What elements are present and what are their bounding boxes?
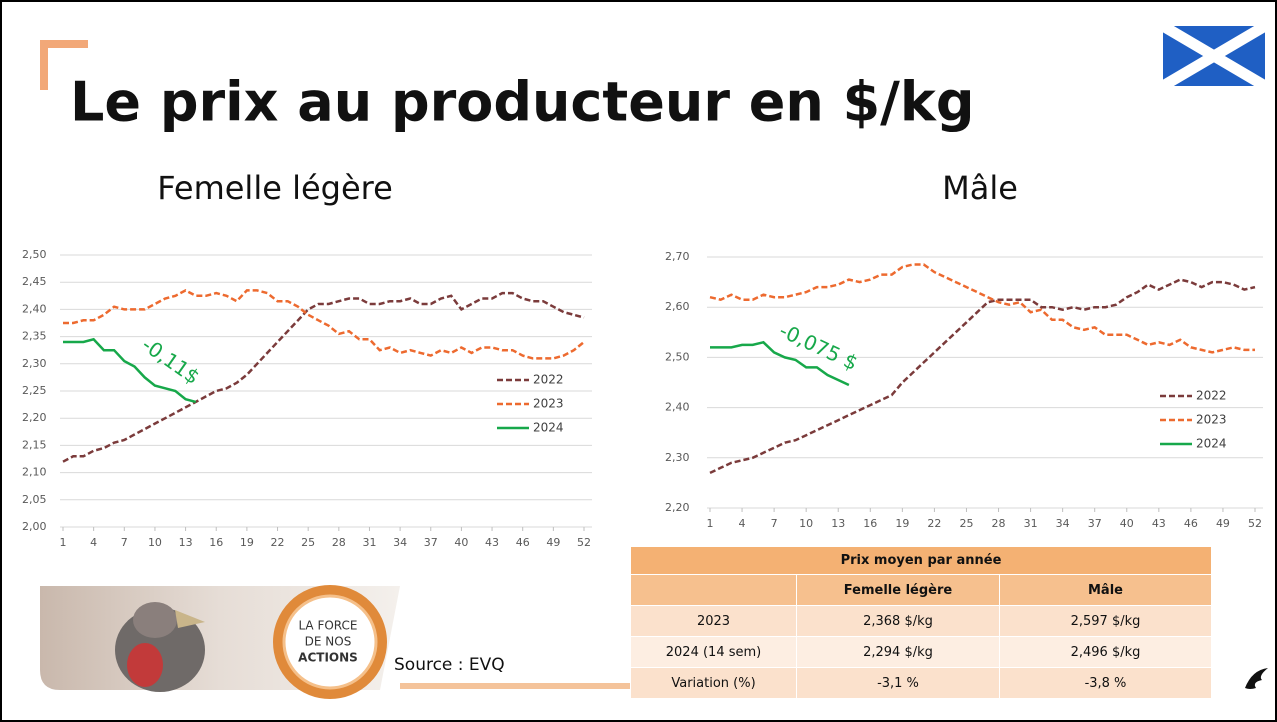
table-title: Prix moyen par année [631, 547, 1212, 575]
x-tick-label: 52 [1248, 517, 1262, 530]
x-tick-label: 1 [60, 536, 67, 549]
x-tick-label: 4 [739, 517, 746, 530]
legend-label: 2023 [1196, 413, 1227, 427]
x-tick-label: 46 [1184, 517, 1198, 530]
x-tick-label: 22 [927, 517, 941, 530]
quebec-flag [1163, 26, 1265, 86]
legend-label: 2023 [533, 397, 564, 411]
y-tick-label: 2,35 [22, 330, 47, 343]
y-tick-label: 2,25 [22, 384, 47, 397]
series-line [63, 293, 584, 462]
y-tick-label: 2,05 [22, 493, 47, 506]
y-tick-label: 2,45 [22, 275, 47, 288]
table-cell: 2,496 $/kg [1000, 637, 1212, 668]
x-tick-label: 31 [1024, 517, 1038, 530]
x-tick-label: 10 [148, 536, 162, 549]
corner-icon [1245, 668, 1268, 689]
x-tick-label: 49 [546, 536, 560, 549]
chart-title: Femelle légère [157, 169, 393, 207]
x-tick-label: 7 [771, 517, 778, 530]
x-tick-label: 37 [1088, 517, 1102, 530]
y-tick-label: 2,70 [665, 250, 690, 263]
table-corner [631, 575, 797, 606]
y-tick-label: 2,50 [22, 248, 47, 261]
x-tick-label: 16 [209, 536, 223, 549]
table-cell: 2,294 $/kg [797, 637, 1000, 668]
x-tick-label: 52 [577, 536, 591, 549]
y-tick-label: 2,30 [665, 451, 690, 464]
table-header: Mâle [1000, 575, 1212, 606]
table-cell: Variation (%) [631, 668, 797, 699]
x-tick-label: 7 [121, 536, 128, 549]
x-tick-label: 19 [240, 536, 254, 549]
x-tick-label: 37 [424, 536, 438, 549]
x-tick-label: 13 [831, 517, 845, 530]
table-cell: 2,597 $/kg [1000, 606, 1212, 637]
x-tick-label: 4 [90, 536, 97, 549]
y-tick-label: 2,00 [22, 520, 47, 533]
logo-text: DE NOS [305, 635, 352, 649]
legend-label: 2024 [533, 421, 564, 435]
x-tick-label: 13 [179, 536, 193, 549]
x-tick-label: 40 [454, 536, 468, 549]
annotation: -0,075 $ [776, 318, 862, 375]
x-tick-label: 28 [992, 517, 1006, 530]
table-title-row: Prix moyen par année [631, 547, 1212, 575]
x-tick-label: 40 [1120, 517, 1134, 530]
slide-title: Le prix au producteur en $/kg [70, 71, 974, 134]
legend-label: 2022 [1196, 389, 1227, 403]
y-tick-label: 2,30 [22, 357, 47, 370]
table-cell: -3,8 % [1000, 668, 1212, 699]
legend-label: 2024 [1196, 437, 1227, 451]
table-row: Variation (%)-3,1 %-3,8 % [631, 668, 1212, 699]
x-tick-label: 19 [895, 517, 909, 530]
x-tick-label: 43 [1152, 517, 1166, 530]
legend-label: 2022 [533, 373, 564, 387]
x-tick-label: 49 [1216, 517, 1230, 530]
x-tick-label: 25 [959, 517, 973, 530]
table-header: Femelle légère [797, 575, 1000, 606]
x-tick-label: 46 [516, 536, 530, 549]
x-tick-label: 34 [1056, 517, 1070, 530]
x-tick-label: 31 [362, 536, 376, 549]
page: Le prix au producteur {"title": "Le prix… [0, 0, 1277, 722]
y-tick-label: 2,10 [22, 466, 47, 479]
x-tick-label: 43 [485, 536, 499, 549]
y-tick-label: 2,20 [22, 411, 47, 424]
table-cell: 2024 (14 sem) [631, 637, 797, 668]
table-cell: 2023 [631, 606, 797, 637]
table-cell: -3,1 % [797, 668, 1000, 699]
x-tick-label: 10 [799, 517, 813, 530]
chart: Mâle 2,20 2,30 2,40 2,50 2,60 2,70 1 4 7 10 13 16 19 2… [665, 169, 1263, 530]
slide: Le prix au producteur en $/kg LA FORCE D… [0, 0, 1277, 722]
x-tick-label: 1 [707, 517, 714, 530]
x-tick-label: 28 [332, 536, 346, 549]
logo-text: LA FORCE [298, 619, 357, 633]
y-tick-label: 2,15 [22, 438, 47, 451]
y-tick-label: 2,40 [665, 401, 690, 414]
y-tick-label: 2,60 [665, 300, 690, 313]
logo-text: ACTIONS [298, 651, 358, 665]
chart: Femelle légère 2,00 2,05 2,10 2,15 2,20 2,25 2,… [22, 169, 592, 549]
x-tick-label: 34 [393, 536, 407, 549]
x-tick-label: 25 [301, 536, 315, 549]
source-note: Source : EVQ [394, 655, 505, 675]
x-tick-label: 16 [863, 517, 877, 530]
x-tick-label: 22 [271, 536, 285, 549]
table-cell: 2,368 $/kg [797, 606, 1000, 637]
y-tick-label: 2,40 [22, 302, 47, 315]
y-tick-label: 2,20 [665, 501, 690, 514]
y-tick-label: 2,50 [665, 350, 690, 363]
chart-title: Mâle [942, 169, 1018, 207]
